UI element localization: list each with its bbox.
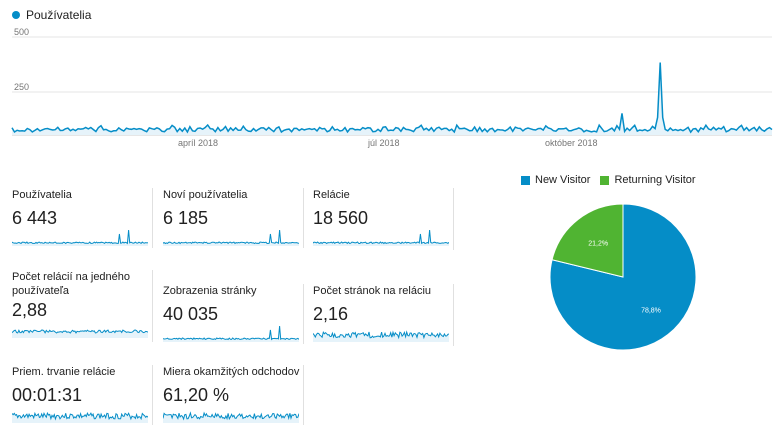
sparkline-line [12, 329, 148, 334]
metric-tile[interactable]: Relácie 18 560 [313, 188, 454, 250]
sparkline-area [163, 326, 299, 342]
metric-value: 6 443 [12, 208, 58, 228]
sparkline-line [163, 411, 299, 421]
pie-label-new-visitor: 78,8% [641, 308, 661, 315]
metric-tile[interactable]: Miera okamžitých odchodov 61,20 % [163, 365, 304, 425]
x-tick-april: apríl 2018 [178, 138, 219, 148]
metric-value: 2,88 [12, 300, 48, 320]
metric-sparkline [163, 325, 299, 342]
metric-tile[interactable]: Počet stránok na reláciu 2,16 [313, 284, 454, 346]
sparkline-area [12, 413, 148, 423]
metric-label: Relácie [313, 189, 350, 201]
sparkline-line [12, 229, 148, 245]
metric-label: Počet relácií na jedného používateľa [12, 271, 131, 297]
metric-sparkline [12, 411, 148, 423]
x-tick-october: október 2018 [545, 138, 598, 148]
sparkline-line [313, 330, 449, 340]
metric-sparkline [163, 229, 299, 246]
metric-label: Zobrazenia stránky [163, 285, 257, 297]
visitor-type-pie-chart[interactable]: 78,8% 21,2% [548, 202, 698, 352]
metric-sparkline [313, 330, 449, 342]
metric-sparkline [313, 229, 449, 246]
sparkline-area [163, 413, 299, 423]
pie-legend-returning-visitor[interactable]: Returning Visitor [614, 174, 696, 186]
metric-tile[interactable]: Počet relácií na jedného používateľa 2,88 [12, 270, 153, 342]
metric-value: 00:01:31 [12, 385, 83, 405]
main-chart-legend[interactable]: Používatelia [12, 8, 91, 22]
metric-value: 18 560 [313, 208, 369, 228]
metric-label: Priem. trvanie relácie [12, 366, 116, 378]
metric-sparkline [163, 411, 299, 423]
sparkline-line [163, 229, 299, 245]
main-chart-legend-label: Používatelia [26, 8, 92, 22]
sparkline-line [163, 325, 299, 341]
pie-slice-returning-visitor[interactable] [551, 203, 624, 278]
sparkline-area [313, 332, 449, 342]
users-series-line [11, 62, 773, 134]
returning-visitor-swatch-icon [600, 175, 610, 185]
metric-value: 6 185 [163, 208, 209, 228]
metric-sparkline [12, 329, 148, 338]
new-visitor-swatch-icon [521, 175, 530, 185]
y-tick-500: 500 [14, 27, 30, 37]
metric-value: 2,16 [313, 304, 349, 324]
series-dot-icon [12, 11, 20, 19]
sparkline-line [12, 411, 148, 421]
pie-legend: New Visitor Returning Visitor [521, 174, 696, 186]
pie-label-returning-visitor: 21,2% [588, 240, 608, 247]
metric-value: 61,20 % [163, 385, 230, 405]
metric-label: Používatelia [12, 189, 72, 201]
metric-tile[interactable]: Priem. trvanie relácie 00:01:31 [12, 365, 153, 425]
pie-legend-new-visitor[interactable]: New Visitor [535, 174, 591, 186]
metric-label: Miera okamžitých odchodov [163, 366, 300, 378]
metric-sparkline [12, 229, 148, 246]
users-line-chart[interactable] [0, 20, 784, 170]
metric-value: 40 035 [163, 304, 219, 324]
metric-label: Noví používatelia [163, 189, 248, 201]
metric-tile[interactable]: Zobrazenia stránky 40 035 [163, 284, 304, 344]
metric-tile[interactable]: Noví používatelia 6 185 [163, 188, 304, 248]
sparkline-line [313, 229, 449, 245]
y-tick-250: 250 [14, 82, 30, 92]
x-tick-july: júl 2018 [368, 138, 400, 148]
metric-label: Počet stránok na reláciu [313, 285, 432, 297]
metric-tile[interactable]: Používatelia 6 443 [12, 188, 153, 248]
